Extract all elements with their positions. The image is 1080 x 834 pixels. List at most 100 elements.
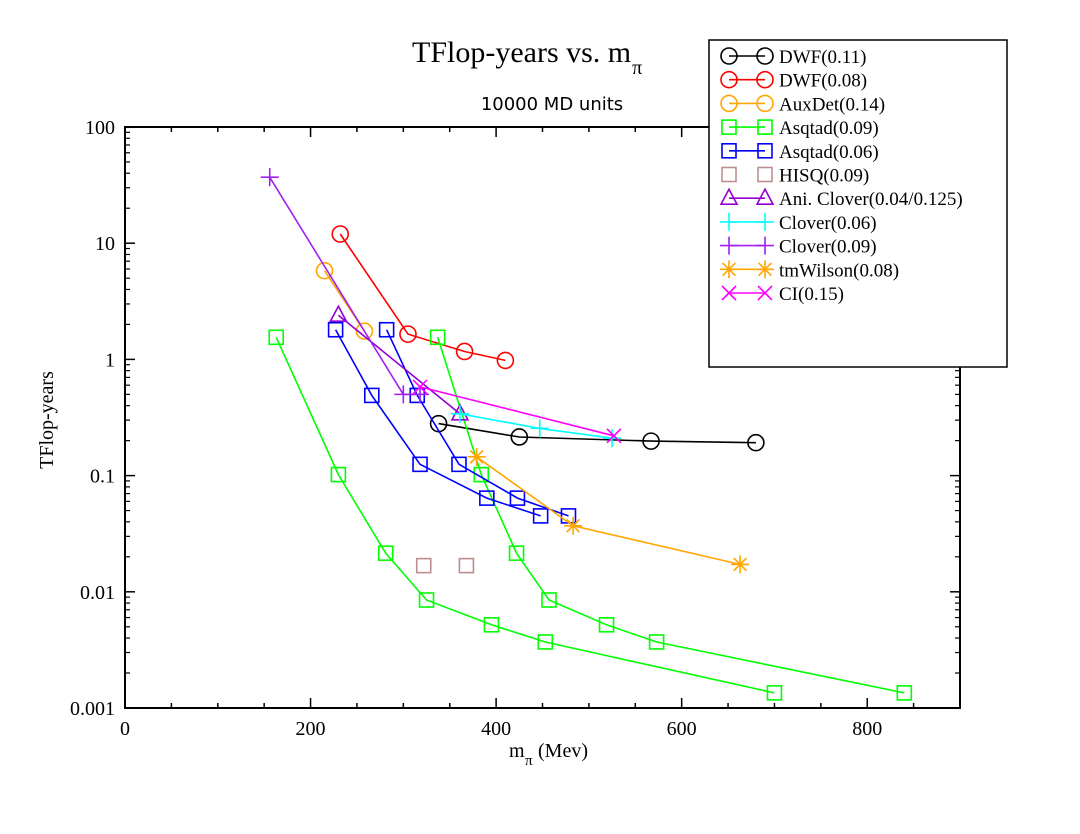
data-point xyxy=(509,490,526,506)
x-axis-label-unit: (Mev) xyxy=(533,740,588,762)
data-point xyxy=(541,592,557,608)
chart-subtitle: 10000 MD units xyxy=(481,94,623,115)
legend-entry: tmWilson(0.08) xyxy=(720,260,899,281)
data-point xyxy=(355,322,374,340)
y-tick-label: 0.01 xyxy=(80,582,115,604)
series-line xyxy=(334,329,541,517)
data-point xyxy=(378,321,395,338)
data-point xyxy=(483,617,500,633)
legend-label: Clover(0.09) xyxy=(779,237,877,258)
legend-marker xyxy=(721,143,737,159)
legend-marker xyxy=(757,166,773,183)
legend-marker xyxy=(756,47,774,65)
data-point xyxy=(412,456,428,473)
y-axis-label: TFlop-years xyxy=(36,371,58,469)
data-point xyxy=(564,516,583,535)
data-point xyxy=(329,304,348,323)
series-hisq-0-09 xyxy=(415,557,475,574)
data-point xyxy=(896,685,913,701)
data-point xyxy=(606,428,622,444)
x-tick-label: 200 xyxy=(296,718,326,740)
data-point xyxy=(508,545,525,561)
x-tick-label: 800 xyxy=(852,718,882,740)
series-clover-0-06 xyxy=(450,404,622,448)
series-layer xyxy=(260,168,913,701)
legend-entry: Asqtad(0.06) xyxy=(721,142,879,163)
data-point xyxy=(315,261,334,280)
legend-marker xyxy=(720,94,738,113)
x-tick-label: 0 xyxy=(120,718,130,740)
data-point xyxy=(429,329,446,346)
series-line xyxy=(275,336,775,694)
legend-marker xyxy=(756,260,774,279)
data-point xyxy=(268,329,285,346)
data-point xyxy=(399,325,417,343)
x-axis-label-group: m π (Mev) xyxy=(509,740,588,769)
legend-label: Asqtad(0.09) xyxy=(779,118,879,139)
data-point xyxy=(731,555,750,574)
data-point xyxy=(510,428,529,446)
legend-label: tmWilson(0.08) xyxy=(779,260,899,281)
data-point xyxy=(532,508,549,524)
axis-tick-labels: 0 200 400 600 800 100 10 1 0.1 0.01 0.001 xyxy=(70,117,882,740)
legend-entry: Asqtad(0.09) xyxy=(721,118,879,139)
data-point xyxy=(330,466,347,483)
data-point xyxy=(331,225,350,243)
data-point xyxy=(496,351,515,370)
legend-entry: Clover(0.09) xyxy=(720,236,877,258)
data-point xyxy=(530,419,549,438)
series-auxdet-0-14 xyxy=(315,261,374,340)
data-point xyxy=(451,456,467,473)
x-axis-label: m xyxy=(509,740,525,762)
series-clover-0-09 xyxy=(260,168,430,404)
data-point xyxy=(327,321,344,338)
legend-label: Ani. Clover(0.04/0.125) xyxy=(779,189,963,210)
data-point xyxy=(467,447,486,466)
legend-label: Asqtad(0.06) xyxy=(779,142,879,163)
series-tmwilson-0-08 xyxy=(467,447,750,574)
legend-marker xyxy=(720,236,738,255)
data-point xyxy=(415,557,432,574)
y-tick-label: 0.1 xyxy=(90,466,115,488)
x-tick-label: 400 xyxy=(481,718,511,740)
series-line xyxy=(419,386,615,437)
data-point xyxy=(642,432,660,450)
series-line xyxy=(385,329,569,517)
data-point xyxy=(747,433,765,452)
legend-marker xyxy=(756,236,774,255)
legend-entry: HISQ(0.09) xyxy=(721,166,869,187)
data-point xyxy=(766,685,783,701)
series-asqtad-0-06 xyxy=(327,321,577,524)
legend-entry: DWF(0.11) xyxy=(720,47,866,68)
series-line xyxy=(436,337,905,694)
legend-marker xyxy=(757,119,773,135)
data-point xyxy=(260,168,279,187)
data-point xyxy=(418,592,435,608)
legend-label: AuxDet(0.14) xyxy=(779,94,885,115)
series-asqtad-0-09 xyxy=(268,329,913,701)
data-point xyxy=(473,466,490,483)
legend-label: HISQ(0.09) xyxy=(779,166,869,187)
legend-marker xyxy=(756,212,774,231)
data-point xyxy=(455,342,474,361)
data-point xyxy=(411,385,430,404)
data-point xyxy=(479,490,495,506)
legend-label: DWF(0.11) xyxy=(779,47,866,68)
legend-marker xyxy=(720,47,738,65)
chart-title-group: TFlop-years vs. m π xyxy=(412,36,642,79)
legend-label: DWF(0.08) xyxy=(779,71,867,92)
x-tick-label: 600 xyxy=(667,718,697,740)
data-point xyxy=(458,557,475,574)
series-ani-clover-0-04-0-125 xyxy=(329,304,470,421)
data-point xyxy=(598,617,615,633)
data-point xyxy=(409,387,426,404)
data-point xyxy=(363,387,380,404)
series-line xyxy=(438,422,756,444)
series-line xyxy=(337,314,461,415)
legend-entry: Ani. Clover(0.04/0.125) xyxy=(719,187,963,210)
legend-marker xyxy=(720,212,738,231)
y-tick-label: 10 xyxy=(95,233,115,255)
legend-entry: DWF(0.08) xyxy=(720,70,867,92)
legend-marker xyxy=(756,70,774,89)
